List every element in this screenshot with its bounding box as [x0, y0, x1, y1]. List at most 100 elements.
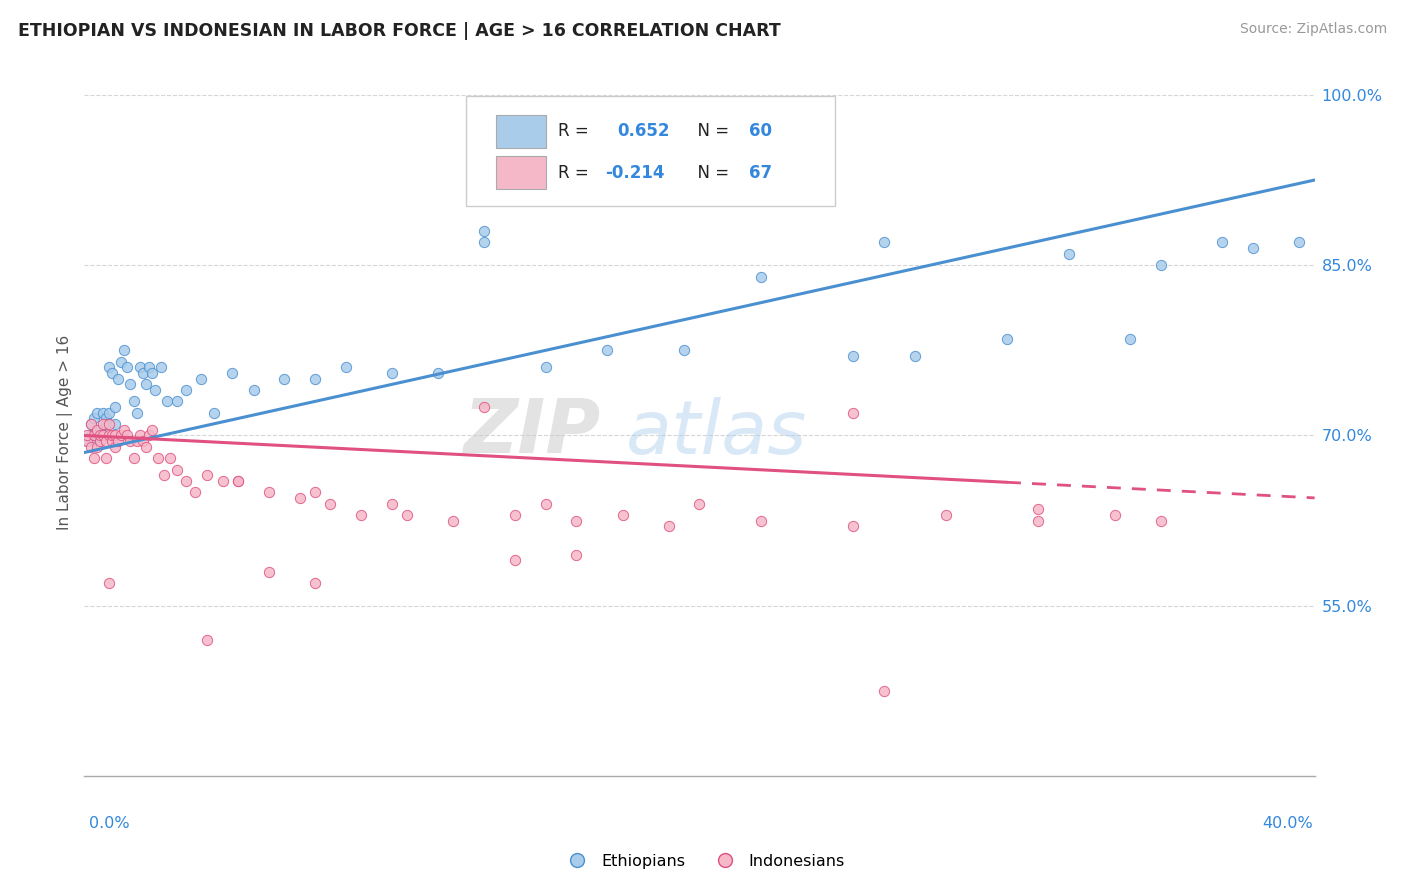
Point: [94, 411, 117, 425]
Point: [91, 428, 114, 442]
Point: [184, 485, 207, 500]
Point: [79, 428, 101, 442]
Text: Source: ZipAtlas.com: Source: ZipAtlas.com: [1240, 22, 1388, 37]
Point: [565, 514, 588, 528]
Point: [79, 417, 101, 431]
Point: [381, 366, 404, 380]
Point: [534, 360, 557, 375]
Point: [935, 508, 957, 522]
Point: [98, 428, 120, 442]
Point: [197, 632, 219, 647]
Point: [148, 451, 170, 466]
FancyBboxPatch shape: [496, 114, 546, 147]
Point: [673, 343, 696, 358]
Point: [94, 434, 117, 449]
Point: [174, 474, 197, 488]
Point: [1104, 508, 1126, 522]
Point: [122, 394, 145, 409]
Point: [904, 349, 927, 363]
Point: [257, 565, 280, 579]
Point: [83, 434, 105, 449]
Text: N =: N =: [688, 122, 734, 140]
Point: [86, 440, 108, 454]
Point: [995, 332, 1018, 346]
Point: [226, 474, 249, 488]
Point: [76, 434, 98, 449]
Point: [135, 377, 157, 392]
Point: [98, 406, 120, 420]
Point: [117, 428, 139, 442]
Point: [150, 360, 173, 375]
Point: [117, 360, 139, 375]
Point: [211, 474, 233, 488]
Point: [612, 508, 634, 522]
Point: [135, 440, 157, 454]
Point: [427, 366, 450, 380]
Point: [86, 423, 108, 437]
Point: [166, 394, 188, 409]
Point: [159, 451, 181, 466]
Text: atlas: atlas: [626, 397, 807, 468]
Point: [132, 434, 155, 449]
Point: [221, 366, 243, 380]
Text: 0.652: 0.652: [617, 122, 669, 140]
Point: [1026, 502, 1049, 516]
Point: [79, 440, 101, 454]
Point: [138, 428, 160, 442]
Point: [156, 394, 179, 409]
Point: [350, 508, 373, 522]
Point: [1057, 247, 1080, 261]
Text: 60: 60: [749, 122, 772, 140]
Point: [76, 428, 98, 442]
Point: [226, 474, 249, 488]
Point: [1211, 235, 1233, 250]
Point: [842, 406, 865, 420]
Point: [128, 428, 150, 442]
Point: [1150, 258, 1173, 272]
Point: [141, 366, 163, 380]
Point: [472, 224, 495, 238]
Point: [190, 372, 212, 386]
Text: N =: N =: [688, 164, 734, 182]
Point: [86, 428, 108, 442]
Point: [534, 497, 557, 511]
Point: [166, 462, 188, 476]
Point: [304, 485, 326, 500]
Point: [842, 349, 865, 363]
Point: [83, 428, 105, 442]
Point: [1288, 235, 1310, 250]
Point: [101, 366, 124, 380]
Point: [110, 428, 132, 442]
Point: [273, 372, 295, 386]
Point: [110, 354, 132, 368]
Point: [76, 434, 98, 449]
Point: [143, 383, 166, 397]
Point: [138, 360, 160, 375]
Point: [472, 400, 495, 414]
Point: [197, 468, 219, 483]
Point: [86, 406, 108, 420]
Point: [83, 411, 105, 425]
Point: [319, 497, 342, 511]
Point: [873, 235, 896, 250]
Point: [94, 451, 117, 466]
Point: [107, 372, 129, 386]
Point: [1026, 514, 1049, 528]
Point: [112, 343, 135, 358]
Point: [396, 508, 419, 522]
Point: [89, 434, 111, 449]
Point: [122, 451, 145, 466]
Point: [120, 434, 142, 449]
Point: [503, 553, 526, 567]
FancyBboxPatch shape: [465, 96, 835, 206]
Point: [98, 576, 120, 591]
Point: [89, 434, 111, 449]
Point: [89, 423, 111, 437]
Point: [873, 684, 896, 698]
Point: [125, 434, 148, 449]
Point: [304, 372, 326, 386]
Point: [94, 417, 117, 431]
Point: [257, 485, 280, 500]
Point: [91, 428, 114, 442]
Point: [91, 406, 114, 420]
